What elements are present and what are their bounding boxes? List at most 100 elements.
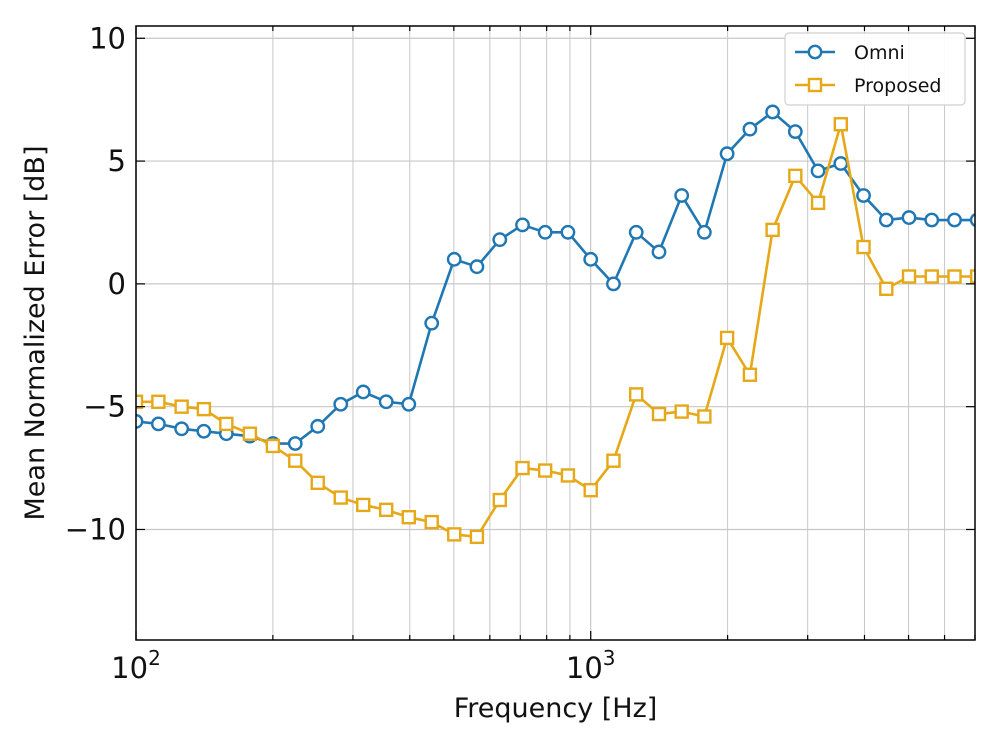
omni-point: [969, 212, 975, 228]
proposed-point: [765, 222, 780, 238]
x-axis-title: Frequency [Hz]: [454, 693, 658, 724]
x-tick-label: 102: [111, 646, 161, 685]
omni-point: [742, 121, 758, 137]
proposed-point: [310, 475, 325, 491]
x-tick-label-exponent: 3: [603, 646, 616, 670]
y-axis-title: Mean Normalized Error [dB]: [20, 146, 51, 521]
legend-marker: [807, 77, 823, 93]
grid-lines: [135, 26, 976, 640]
omni-point: [878, 212, 894, 228]
omni-point: [696, 224, 712, 240]
omni-point: [310, 418, 326, 434]
proposed-point: [265, 438, 281, 454]
proposed-point: [136, 394, 144, 409]
proposed-point: [901, 269, 917, 284]
proposed-point: [469, 529, 485, 545]
proposed-point: [583, 482, 598, 498]
omni-point: [150, 416, 166, 432]
omni-point: [651, 244, 667, 260]
proposed-point: [606, 453, 621, 468]
omni-point: [446, 251, 462, 267]
x-tick-label: 103: [566, 646, 616, 685]
proposed-point: [924, 269, 939, 284]
omni-point: [401, 396, 417, 412]
y-tick-label: 5: [108, 144, 126, 178]
proposed-point: [833, 117, 849, 132]
legend-label: Proposed: [854, 75, 941, 97]
y-tick-label: −10: [65, 512, 126, 546]
proposed-point: [970, 269, 975, 284]
omni-point: [901, 210, 917, 225]
omni-point: [492, 232, 508, 248]
proposed-point: [356, 497, 371, 513]
omni-point: [378, 394, 394, 410]
x-tick-label-base: 10: [111, 651, 148, 685]
proposed-point: [560, 468, 576, 483]
proposed-point: [674, 404, 689, 419]
legend-label: Omni: [854, 42, 905, 64]
proposed-point: [333, 490, 348, 505]
proposed-point: [288, 453, 303, 468]
proposed-point: [879, 281, 894, 296]
proposed-point: [424, 514, 439, 530]
omni-point: [424, 315, 440, 331]
proposed-point: [447, 527, 462, 542]
omni-point: [515, 217, 530, 233]
proposed-point: [651, 406, 667, 422]
y-tick-label: 0: [108, 267, 126, 301]
proposed-point: [629, 387, 644, 402]
y-tick-label: −5: [83, 390, 126, 424]
proposed-point: [719, 330, 735, 346]
omni-point: [333, 396, 349, 412]
proposed-point: [151, 394, 166, 409]
proposed-point: [378, 502, 394, 518]
proposed-point: [515, 460, 530, 476]
proposed-point: [742, 367, 758, 382]
omni-point: [787, 124, 803, 140]
series-layer: [136, 104, 975, 545]
omni-point: [924, 212, 940, 228]
x-tick-label-base: 10: [566, 651, 603, 685]
omni-point: [560, 224, 576, 240]
axis-ticks: [135, 26, 976, 640]
omni-point: [628, 224, 644, 240]
proposed-point: [788, 168, 803, 184]
proposed-point: [219, 416, 234, 432]
legend: Omni Proposed: [784, 32, 966, 106]
legend-item-proposed: Proposed: [795, 75, 941, 97]
proposed-point: [947, 269, 962, 284]
proposed-point: [196, 401, 212, 417]
omni-point: [606, 276, 621, 292]
series-proposed: [136, 117, 975, 545]
proposed-point: [174, 399, 189, 414]
omni-point: [355, 384, 371, 400]
omni-point: [765, 104, 781, 120]
omni-point: [583, 251, 599, 267]
legend-item-omni: Omni: [795, 42, 905, 64]
omni-point: [537, 224, 553, 240]
omni-point: [810, 163, 826, 179]
proposed-point: [810, 195, 826, 211]
omni-point: [196, 423, 212, 439]
proposed-point: [401, 510, 416, 525]
legend-marker: [807, 44, 823, 60]
x-tick-label-exponent: 2: [148, 646, 161, 670]
omni-point: [469, 259, 485, 275]
omni-point: [833, 156, 849, 171]
omni-point: [174, 421, 190, 437]
proposed-point: [697, 409, 712, 424]
y-tick-label: 10: [89, 21, 126, 55]
proposed-point: [492, 492, 507, 508]
plot-frame: [135, 25, 976, 641]
proposed-point: [242, 426, 258, 441]
proposed-point: [856, 239, 871, 255]
omni-point: [674, 188, 690, 203]
omni-point: [287, 436, 303, 451]
proposed-point: [537, 463, 553, 478]
omni-point: [719, 146, 735, 162]
omni-point: [856, 188, 871, 203]
omni-point: [947, 212, 962, 228]
